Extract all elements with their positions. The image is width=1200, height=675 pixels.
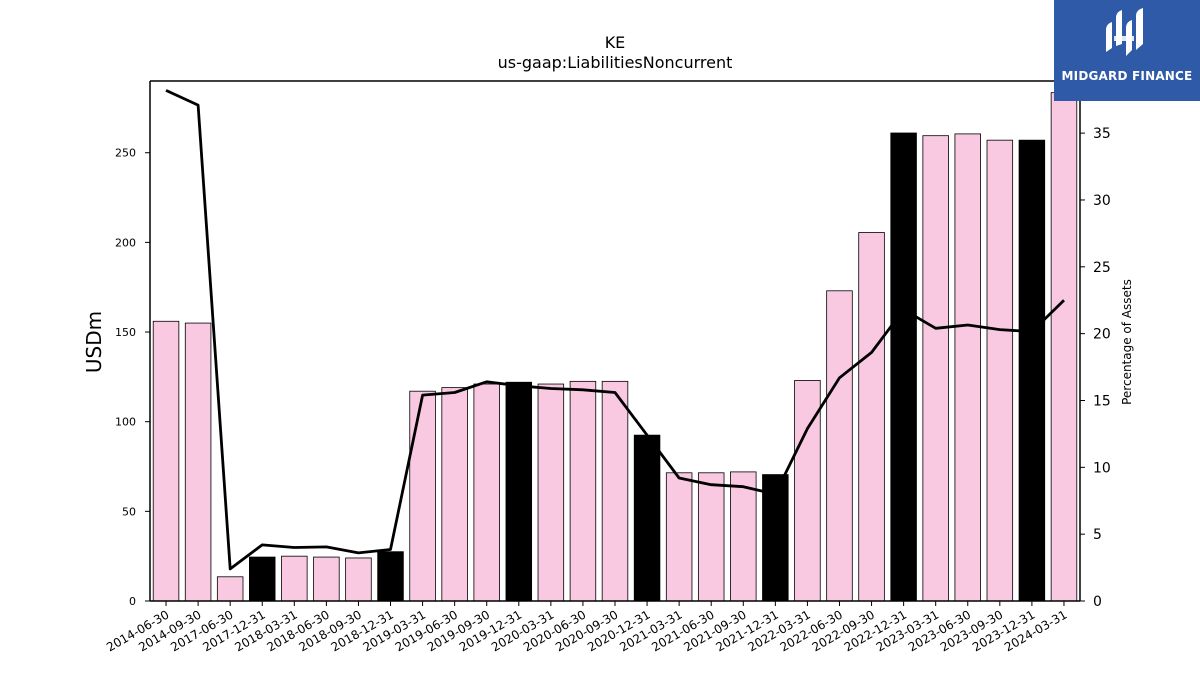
bar <box>281 555 308 602</box>
y-tick-label: 100 <box>115 416 136 429</box>
bar <box>858 232 885 602</box>
bar <box>184 322 212 602</box>
bar <box>313 556 340 602</box>
bar <box>730 471 757 602</box>
series-line <box>165 89 1065 571</box>
brand-name: MIDGARD FINANCE <box>1061 69 1193 83</box>
y-right-tick-label: 5 <box>1093 527 1102 543</box>
bar <box>954 133 981 602</box>
y-right-tick-label: 10 <box>1093 460 1111 476</box>
bar <box>537 383 565 602</box>
y-axis-label: USDm <box>82 311 106 373</box>
y-right-tick-label: 30 <box>1093 193 1111 209</box>
y-tick-label: 50 <box>122 505 136 518</box>
y-right-tick-label: 0 <box>1093 594 1102 610</box>
y-tick-label: 150 <box>115 326 136 339</box>
y-axis-right-label: Percentage of Assets <box>1120 279 1134 405</box>
bar <box>665 472 693 602</box>
bar <box>1050 92 1078 602</box>
bar <box>569 380 597 602</box>
y-right-tick-label: 20 <box>1093 327 1111 343</box>
y-right-tick-label: 25 <box>1093 260 1111 276</box>
bar <box>922 135 949 602</box>
y-tick-label: 0 <box>129 595 136 608</box>
bar <box>152 320 180 602</box>
bar <box>697 472 725 602</box>
bar <box>890 132 917 602</box>
y-tick-label: 250 <box>115 147 136 160</box>
brand-logo: MIDGARD FINANCE <box>1054 0 1200 101</box>
bar <box>249 556 276 602</box>
line-layer <box>165 89 1065 571</box>
bar <box>826 290 853 602</box>
bar <box>1018 139 1046 602</box>
y-tick-label: 200 <box>115 236 136 249</box>
bars-layer <box>152 92 1078 602</box>
chart-subtitle: us-gaap:LiabilitiesNoncurrent <box>497 53 733 72</box>
chart-title: KE <box>604 33 626 52</box>
bar <box>601 380 629 602</box>
bar <box>633 434 661 602</box>
bar <box>216 576 244 602</box>
midgard-logo-icon <box>1106 8 1143 56</box>
bar <box>762 474 789 602</box>
bar <box>473 383 500 602</box>
bar <box>409 390 436 602</box>
y-right-tick-label: 15 <box>1093 393 1111 409</box>
bar <box>441 387 468 602</box>
bar <box>986 139 1014 602</box>
bar <box>345 557 372 602</box>
bar <box>505 381 533 602</box>
bar <box>377 551 404 602</box>
y-right-tick-label: 35 <box>1093 126 1111 142</box>
